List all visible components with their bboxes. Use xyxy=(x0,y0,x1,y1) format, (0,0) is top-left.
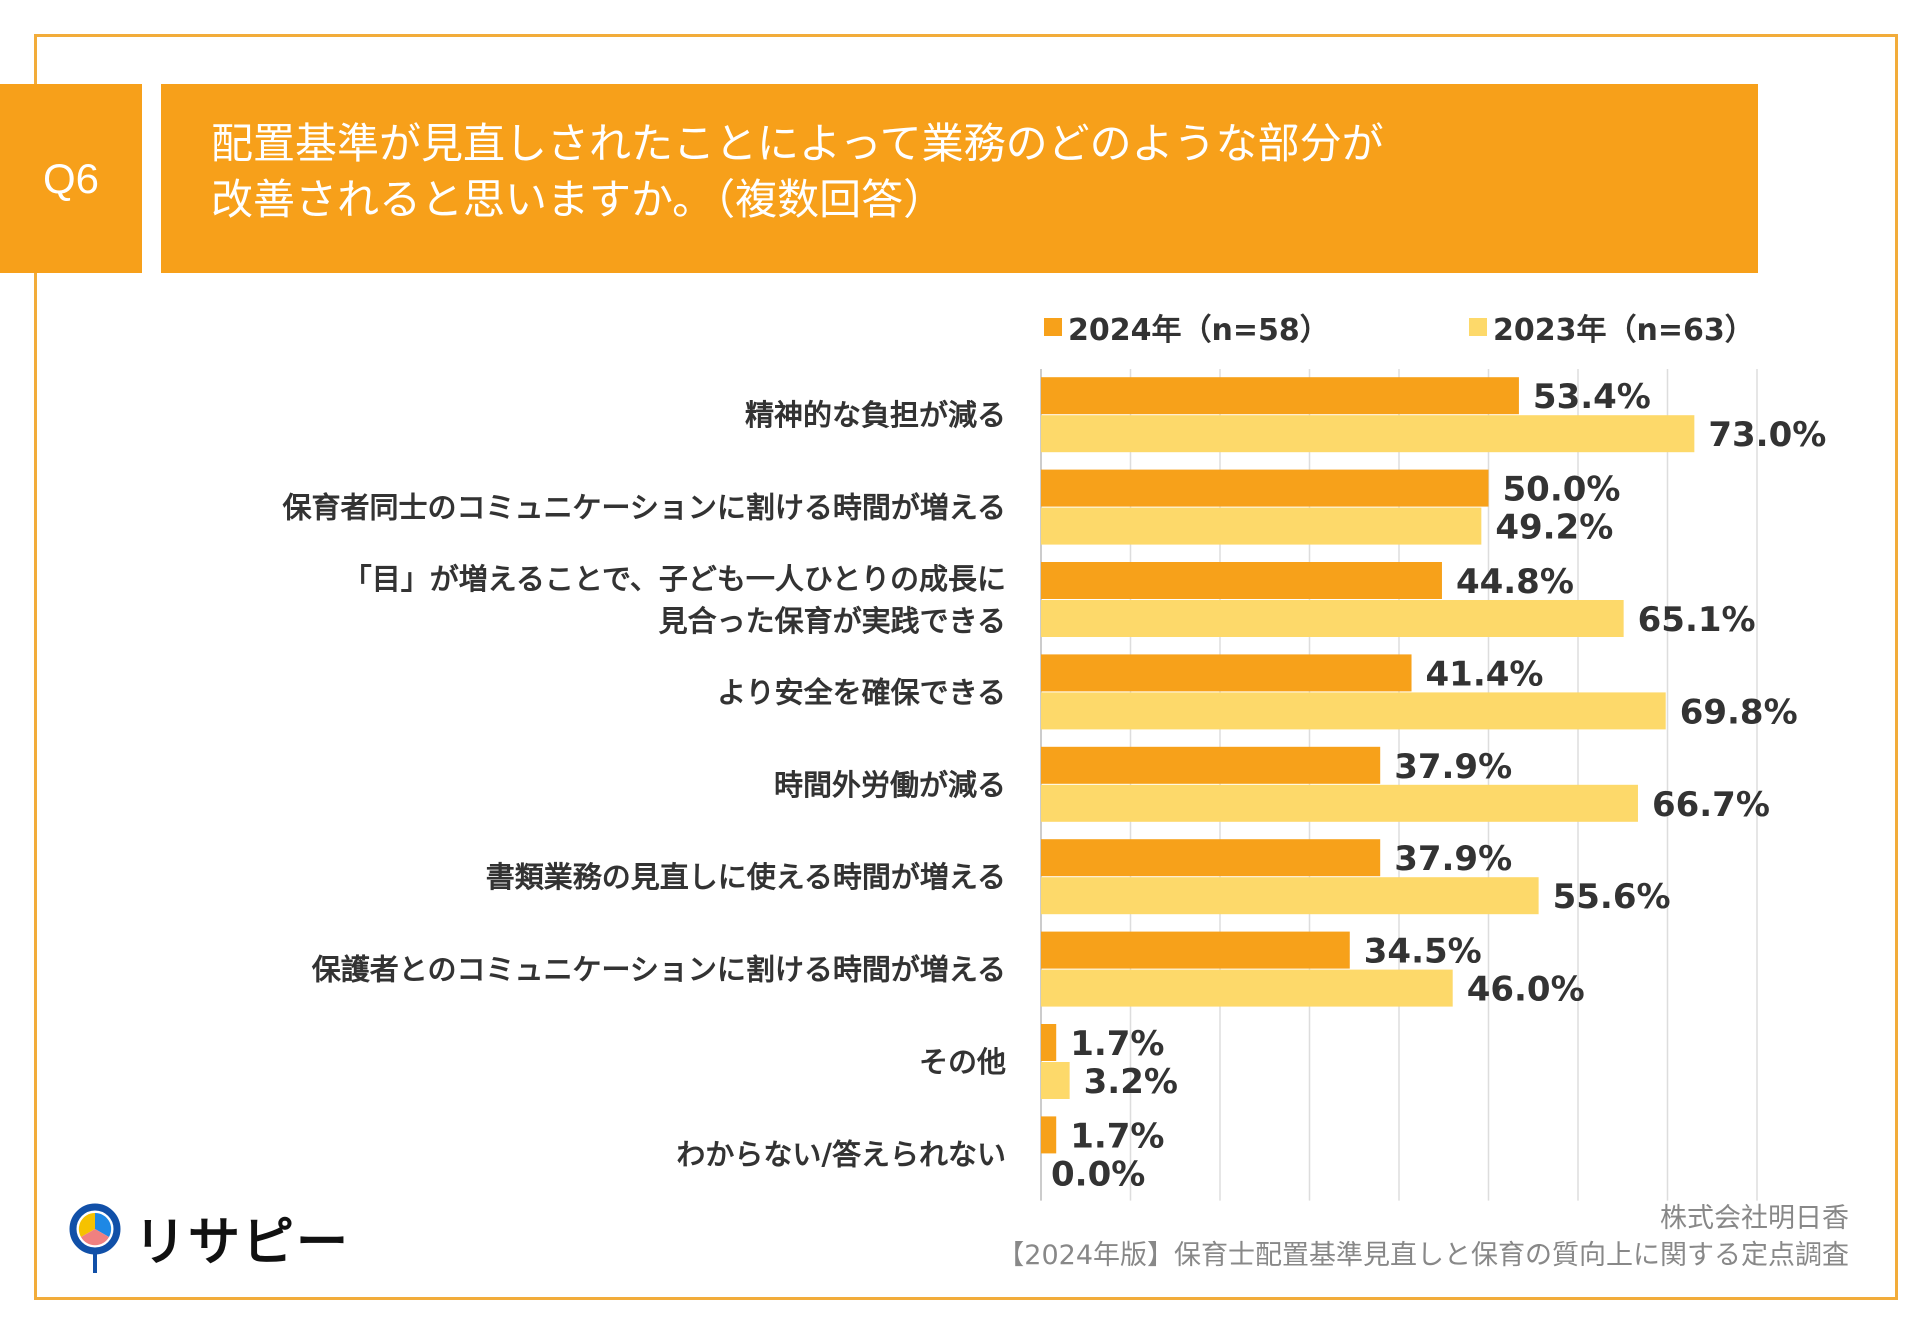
value-label: 55.6% xyxy=(1553,877,1671,917)
category-label: 精神的な負担が減る xyxy=(745,398,1006,432)
value-label: 37.9% xyxy=(1394,747,1512,787)
title-line-1: 配置基準が見直しされたことによって業務のどのような部分が xyxy=(211,119,1384,168)
bar-2023 xyxy=(1041,692,1666,730)
bar-2024 xyxy=(1041,654,1412,692)
value-label: 34.5% xyxy=(1364,932,1482,972)
category-label: 書類業務の見直しに使える時間が増える xyxy=(486,860,1006,894)
title-line-2: 改善されると思いますか。（複数回答） xyxy=(211,175,946,224)
bar-2024 xyxy=(1041,839,1381,877)
page-title: 配置基準が見直しされたことによって業務のどのような部分が 改善されると思いますか… xyxy=(211,116,1711,228)
legend-swatch-2024 xyxy=(1044,318,1062,336)
company-name: 株式会社明日香 xyxy=(1660,1203,1849,1234)
bar-2023 xyxy=(1041,969,1453,1007)
logo-pin-icon xyxy=(69,1203,121,1273)
category-label: より安全を確保できる xyxy=(717,675,1006,709)
value-label: 41.4% xyxy=(1426,654,1544,694)
value-label: 65.1% xyxy=(1638,600,1756,640)
value-label: 53.4% xyxy=(1533,377,1651,417)
legend-label-2023: 2023年（n=63） xyxy=(1493,313,1755,348)
value-label: 0.0% xyxy=(1051,1154,1145,1194)
bar-2023 xyxy=(1041,784,1638,822)
value-label: 37.9% xyxy=(1394,839,1512,879)
bar-2024 xyxy=(1041,1116,1057,1154)
value-label: 3.2% xyxy=(1084,1062,1178,1102)
category-label: 時間外労働が減る xyxy=(774,768,1006,802)
value-label: 1.7% xyxy=(1070,1024,1164,1064)
value-label: 44.8% xyxy=(1456,562,1574,602)
legend-2023: 2023年（n=63） xyxy=(1469,305,1755,349)
bar-2024 xyxy=(1041,469,1489,507)
value-label: 50.0% xyxy=(1503,470,1621,510)
bar-2024 xyxy=(1041,562,1442,599)
legend-swatch-2023 xyxy=(1469,318,1487,336)
bar-2024 xyxy=(1041,746,1381,784)
legend-label-2024: 2024年（n=58） xyxy=(1068,313,1330,348)
bar-2023 xyxy=(1041,415,1695,453)
bar-2024 xyxy=(1041,377,1519,415)
question-number: Q6 xyxy=(0,84,142,273)
value-label: 73.0% xyxy=(1708,415,1826,455)
value-label: 49.2% xyxy=(1495,508,1613,548)
bar-2023 xyxy=(1041,1062,1070,1099)
frame xyxy=(34,34,1898,1300)
bar-2024 xyxy=(1041,1024,1057,1061)
bar-2024 xyxy=(1041,931,1350,969)
category-label: その他 xyxy=(919,1045,1006,1079)
value-label: 46.0% xyxy=(1467,970,1585,1010)
category-label: 見合った保育が実践できる xyxy=(659,604,1006,638)
logo: リサピー xyxy=(68,1200,350,1275)
bar-2023 xyxy=(1041,600,1624,637)
category-label: わからない/答えられない xyxy=(676,1137,1006,1171)
value-label: 66.7% xyxy=(1652,785,1770,825)
value-label: 69.8% xyxy=(1680,692,1798,732)
category-label: 「目」が増えることで、子ども一人ひとりの成長に xyxy=(343,562,1006,596)
bar-2023 xyxy=(1041,507,1482,545)
title-bar: 配置基準が見直しされたことによって業務のどのような部分が 改善されると思いますか… xyxy=(161,84,1758,273)
category-label: 保育者同士のコミュニケーションに割ける時間が増える xyxy=(281,491,1006,525)
category-label: 保護者とのコミュニケーションに割ける時間が増える xyxy=(311,953,1006,987)
bar-2023 xyxy=(1041,877,1539,915)
value-label: 1.7% xyxy=(1070,1116,1164,1156)
legend-2024: 2024年（n=58） xyxy=(1044,305,1330,349)
logo-text: リサピー xyxy=(134,1213,351,1273)
source-note: 【2024年版】保育士配置基準見直しと保育の質向上に関する定点調査 xyxy=(997,1240,1849,1271)
